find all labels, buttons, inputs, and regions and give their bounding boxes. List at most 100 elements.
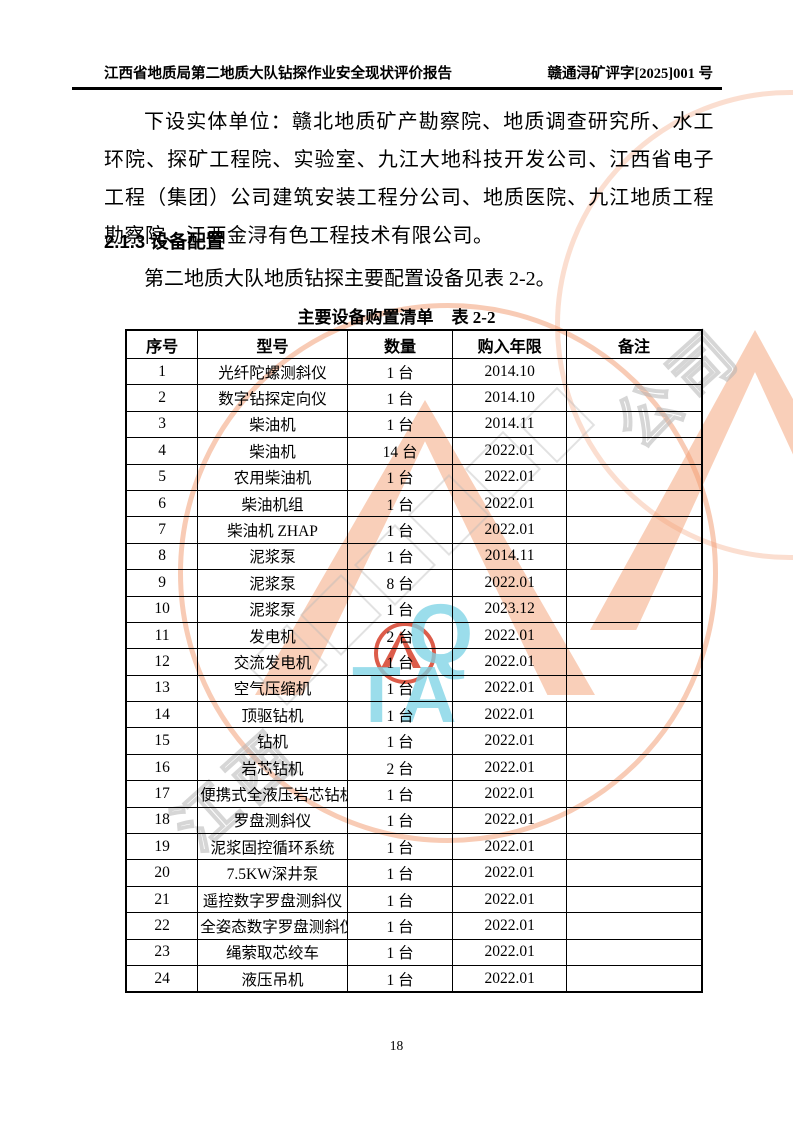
cell-quantity: 1 台 (346, 964, 454, 993)
table-row: 2 数字钻探定向仪 1 台 2014.10 (125, 384, 703, 412)
cell-model: 泥浆泵 (197, 569, 348, 597)
cell-model: 7.5KW深井泵 (197, 859, 348, 887)
header-doc-number: 赣通浔矿评字[2025]001 号 (547, 66, 713, 82)
cell-index: 2 (125, 384, 199, 412)
table-row: 10 泥浆泵 1 台 2023.12 (125, 595, 703, 623)
cell-quantity: 1 台 (346, 727, 454, 755)
table-row: 4 柴油机 14 台 2022.01 (125, 437, 703, 465)
cell-model: 全姿态数字罗盘测斜仪 (197, 912, 348, 940)
cell-model: 岩芯钻机 (197, 753, 348, 782)
cell-index: 3 (125, 410, 199, 439)
cell-year: 2022.01 (452, 885, 567, 914)
table-row: 23 绳萦取芯绞车 1 台 2022.01 (125, 938, 703, 966)
cell-quantity: 1 台 (346, 595, 454, 623)
cell-quantity: 14 台 (346, 437, 454, 465)
cell-year: 2022.01 (452, 516, 567, 544)
cell-model: 泥浆泵 (197, 542, 348, 571)
cell-quantity: 1 台 (346, 701, 454, 729)
table-title: 主要设备购置清单表 2-2 (0, 303, 793, 328)
table-row: 1 光纤陀螺测斜仪 1 台 2014.10 (125, 357, 703, 386)
cell-index: 4 (125, 437, 199, 465)
equipment-table: 序号 型号 数量 购入年限 备注 1 光纤陀螺测斜仪 1 台 2014.10 2 数字钻探… (125, 329, 703, 994)
table-row: 5 农用柴油机 1 台 2022.01 (125, 463, 703, 491)
body-paragraph: 下设实体单位：赣北地质矿产勘察院、地质调查研究所、水工环院、探矿工程院、实验室、… (104, 111, 714, 247)
column-header-year: 购入年限 (452, 329, 567, 359)
cell-year: 2014.11 (452, 542, 567, 571)
cell-index: 13 (125, 674, 199, 703)
cell-model: 顶驱钻机 (197, 701, 348, 729)
lead-sentence: 第二地质大队地质钻探主要配置设备见表 2-2。 (144, 268, 556, 290)
cell-year: 2022.01 (452, 621, 567, 650)
cell-model: 钻机 (197, 727, 348, 755)
cell-remark (565, 964, 703, 993)
cell-remark (565, 489, 703, 518)
cell-quantity: 1 台 (346, 885, 454, 914)
table-row: 22 全姿态数字罗盘测斜仪 1 台 2022.01 (125, 912, 703, 940)
cell-quantity: 1 台 (346, 674, 454, 703)
cell-index: 12 (125, 648, 199, 676)
cell-year: 2022.01 (452, 463, 567, 491)
cell-remark (565, 463, 703, 491)
cell-remark (565, 674, 703, 703)
table-title-tag: 表 2-2 (451, 308, 496, 327)
page-header: 江西省地质局第二地质大队钻探作业安全现状评价报告 赣通浔矿评字[2025]001… (104, 62, 713, 83)
table-row: 14 顶驱钻机 1 台 2022.01 (125, 701, 703, 729)
cell-index: 20 (125, 859, 199, 887)
cell-remark (565, 410, 703, 439)
cell-quantity: 2 台 (346, 621, 454, 650)
cell-index: 1 (125, 357, 199, 386)
cell-index: 18 (125, 806, 199, 835)
cell-index: 19 (125, 833, 199, 861)
cell-model: 罗盘测斜仪 (197, 806, 348, 835)
cell-year: 2022.01 (452, 727, 567, 755)
table-row: 13 空气压缩机 1 台 2022.01 (125, 674, 703, 703)
cell-remark (565, 806, 703, 835)
cell-remark (565, 621, 703, 650)
cell-index: 16 (125, 753, 199, 782)
cell-index: 8 (125, 542, 199, 571)
cell-index: 14 (125, 701, 199, 729)
cell-remark (565, 516, 703, 544)
cell-remark (565, 859, 703, 887)
cell-remark (565, 912, 703, 940)
cell-year: 2022.01 (452, 674, 567, 703)
cell-index: 9 (125, 569, 199, 597)
cell-model: 液压吊机 (197, 964, 348, 993)
cell-quantity: 1 台 (346, 516, 454, 544)
cell-remark (565, 542, 703, 571)
cell-model: 遥控数字罗盘测斜仪 (197, 885, 348, 914)
section-heading: 2.1.3 设备配置 (104, 231, 225, 252)
cell-quantity: 1 台 (346, 648, 454, 676)
table-row: 6 柴油机组 1 台 2022.01 (125, 489, 703, 518)
cell-quantity: 1 台 (346, 357, 454, 386)
table-row: 24 液压吊机 1 台 2022.01 (125, 964, 703, 993)
cell-model: 光纤陀螺测斜仪 (197, 357, 348, 386)
cell-year: 2022.01 (452, 806, 567, 835)
cell-quantity: 1 台 (346, 384, 454, 412)
column-header-index: 序号 (125, 329, 199, 359)
cell-quantity: 1 台 (346, 859, 454, 887)
cell-quantity: 2 台 (346, 753, 454, 782)
cell-year: 2022.01 (452, 569, 567, 597)
cell-year: 2022.01 (452, 701, 567, 729)
cell-index: 6 (125, 489, 199, 518)
cell-quantity: 8 台 (346, 569, 454, 597)
cell-model: 柴油机组 (197, 489, 348, 518)
cell-index: 23 (125, 938, 199, 966)
table-body: 1 光纤陀螺测斜仪 1 台 2014.10 2 数字钻探定向仪 1 台 2014.10 3 柴油机… (125, 357, 703, 993)
cell-quantity: 1 台 (346, 463, 454, 491)
table-row: 21 遥控数字罗盘测斜仪 1 台 2022.01 (125, 885, 703, 914)
cell-model: 柴油机 ZHAP (197, 516, 348, 544)
cell-remark (565, 569, 703, 597)
cell-remark (565, 753, 703, 782)
cell-index: 22 (125, 912, 199, 940)
cell-remark (565, 384, 703, 412)
cell-index: 5 (125, 463, 199, 491)
cell-quantity: 1 台 (346, 780, 454, 808)
table-row: 11 发电机 2 台 2022.01 (125, 621, 703, 650)
cell-year: 2022.01 (452, 964, 567, 993)
cell-remark (565, 938, 703, 966)
cell-year: 2022.01 (452, 437, 567, 465)
cell-year: 2022.01 (452, 912, 567, 940)
header-rule (72, 87, 722, 90)
